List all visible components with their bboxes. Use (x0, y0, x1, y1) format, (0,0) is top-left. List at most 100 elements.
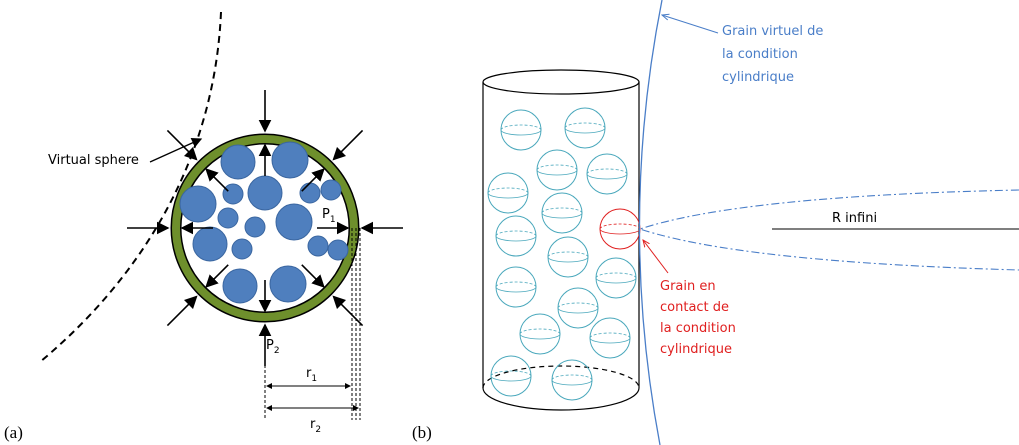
label-line: Grain en (660, 279, 716, 294)
grain (299, 182, 321, 204)
grain (536, 149, 578, 191)
outer-arrow (332, 295, 364, 327)
grain-equator-hidden (586, 168, 628, 175)
grain (589, 317, 631, 359)
r2-label: r2 (310, 417, 321, 435)
grain-equator (589, 337, 631, 344)
grain-equator-hidden (564, 122, 606, 129)
grain (244, 216, 266, 238)
grain-equator-hidden (490, 370, 532, 377)
label-line: la condition (722, 47, 798, 62)
grain (222, 183, 244, 205)
outer-arrow (166, 295, 198, 327)
panel-label: (a) (4, 423, 23, 442)
grain-equator (490, 375, 532, 382)
grain-equator-hidden (557, 302, 599, 309)
label-arrow (149, 138, 203, 163)
dimension-guides (264, 228, 361, 420)
grain (495, 266, 537, 308)
grain (519, 313, 561, 355)
label-line: Grain virtuel de (722, 24, 823, 39)
cylinder-top (482, 69, 640, 95)
grain (275, 203, 313, 241)
panel-a: Virtual sphere P1 P2 r1 r2 (a) (4, 11, 403, 442)
virtual-grain-curve (638, 0, 663, 445)
grain (247, 175, 283, 211)
r1-label: r1 (306, 366, 317, 384)
grain-equator-hidden (595, 272, 637, 279)
grain (500, 109, 542, 151)
grains (179, 141, 349, 304)
grain-equator (495, 286, 537, 293)
grain (557, 287, 599, 329)
grain-equator-hidden (589, 332, 631, 339)
outer-arrow (166, 129, 198, 161)
grain-equator-hidden (536, 164, 578, 171)
label-line: contact de (660, 300, 729, 315)
grain-equator-hidden (495, 230, 537, 237)
grain-equator (557, 307, 599, 314)
grain-equator (536, 169, 578, 176)
grain-equator (541, 212, 583, 219)
grain (269, 265, 307, 303)
grain (179, 185, 217, 223)
grain-equator (547, 256, 589, 263)
grain (231, 238, 253, 260)
grain-equator (599, 228, 641, 235)
grain (586, 153, 628, 195)
grain (564, 107, 606, 149)
grain (495, 215, 537, 257)
contact-arrow (643, 240, 669, 274)
p1-label: P1 (322, 207, 336, 225)
grain (599, 208, 641, 250)
grain-equator (487, 192, 529, 199)
grain-equator-hidden (541, 207, 583, 214)
label-line: la condition (660, 321, 736, 336)
cylinder-bottom (482, 387, 640, 411)
grain-equator (564, 127, 606, 134)
cylinder-bottom-hidden (482, 365, 640, 389)
grain (487, 172, 529, 214)
inner-arrow (205, 264, 229, 288)
grain (551, 359, 593, 401)
grain-equator-hidden (551, 374, 593, 381)
virtual-sphere-curve (39, 11, 222, 363)
grain-equator-hidden (599, 223, 641, 230)
pressure-arrows (127, 90, 403, 366)
grain-equator (495, 235, 537, 242)
grain (595, 257, 637, 299)
virtual-grain-boundary (638, 189, 1019, 271)
grain (327, 239, 349, 261)
grain-equator-hidden (487, 187, 529, 194)
grain (320, 179, 342, 201)
ring (172, 135, 358, 321)
grain (547, 236, 589, 278)
grain-equator (586, 173, 628, 180)
grain (192, 226, 228, 262)
grain-equator (500, 129, 542, 136)
panel-label: (b) (412, 423, 432, 442)
virtual-grain-label: Grain virtuel de la condition cylindrique (722, 24, 823, 85)
grain (307, 235, 329, 257)
sphere-label: Virtual sphere (48, 153, 139, 168)
inner-arrow (301, 168, 325, 192)
outer-arrow (332, 129, 364, 161)
grain-equator-hidden (500, 124, 542, 131)
grain (541, 192, 583, 234)
grains (487, 107, 641, 401)
label-line: cylindrique (660, 342, 732, 357)
virtual-arrow (662, 15, 719, 34)
grain-equator-hidden (495, 281, 537, 288)
radius-label: R infini (832, 211, 877, 226)
grain-equator (519, 333, 561, 340)
p2-label: P2 (266, 338, 280, 356)
contact-grain-label: Grain en contact de la condition cylindriqu… (660, 279, 736, 357)
grain (220, 144, 256, 180)
grain-equator-hidden (519, 328, 561, 335)
label-line: cylindrique (722, 70, 794, 85)
grain (222, 268, 258, 304)
panel-b: R infini Grain virtuel de la condition cyl… (412, 0, 1019, 445)
inner-arrow (301, 264, 325, 288)
grain-equator-hidden (547, 251, 589, 258)
